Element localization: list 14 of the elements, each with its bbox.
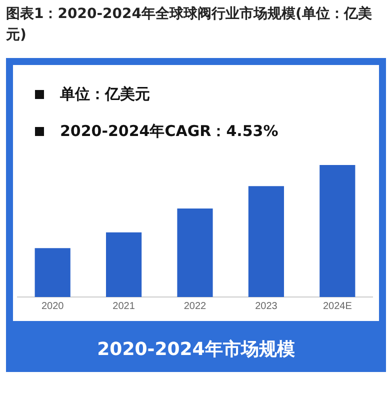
- bar: [34, 248, 70, 297]
- x-tick-label: 2023: [255, 300, 278, 312]
- text: 单位：亿美元: [60, 85, 150, 104]
- x-tick-label: 2024E: [322, 300, 352, 312]
- x-tick-label: 2020: [41, 300, 64, 312]
- x-tick-label: 2022: [184, 300, 207, 312]
- bar: [177, 208, 213, 297]
- bar: [248, 186, 284, 297]
- chart-title: 图表1：2020-2024年全球球阀行业市场规模(单位：亿美元): [6, 4, 373, 45]
- text: 2020-2024年CAGR：4.53%: [60, 122, 278, 141]
- x-tick-label: 2021: [112, 300, 136, 312]
- x-axis-title: 2020-2024年市场规模: [6, 328, 386, 372]
- bar: [106, 232, 142, 297]
- bar: [320, 165, 356, 297]
